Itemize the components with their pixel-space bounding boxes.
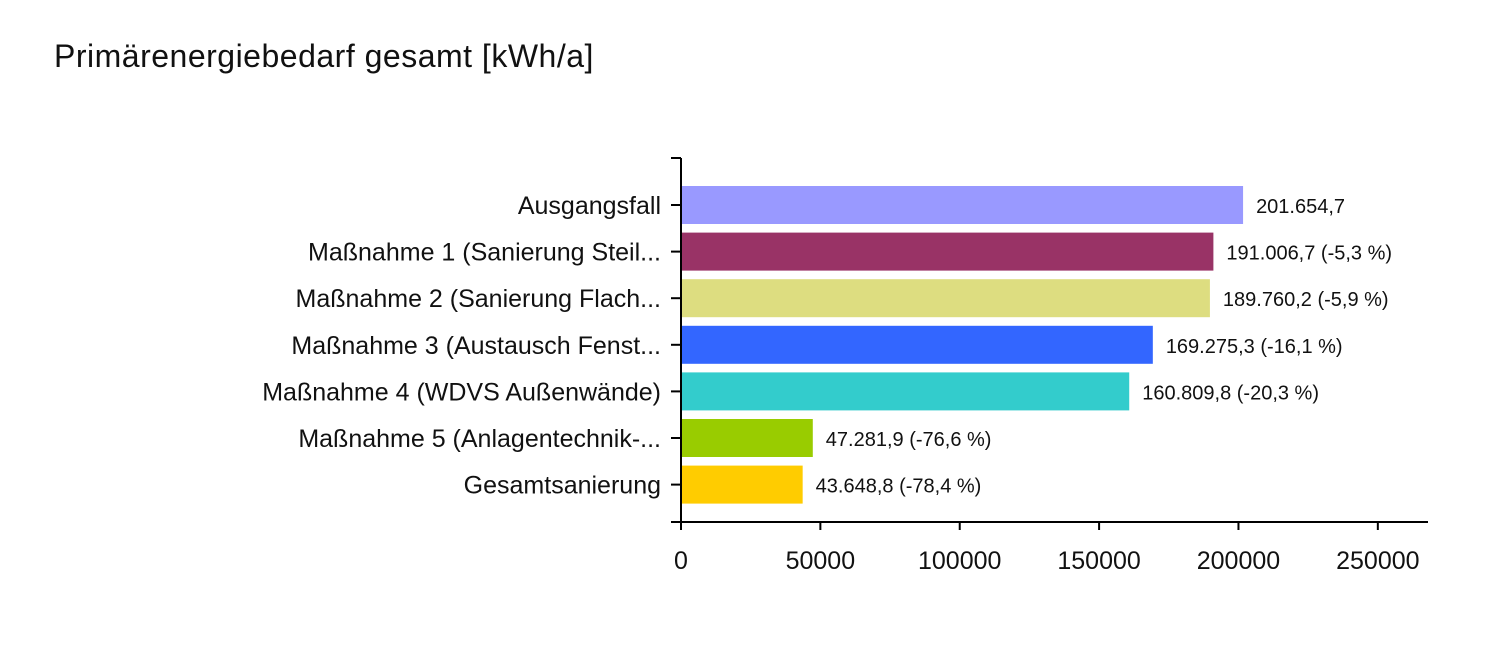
category-label: Maßnahme 4 (WDVS Außenwände) (262, 378, 661, 406)
bar (682, 372, 1130, 411)
data-label: 191.006,7 (-5,3 %) (1226, 243, 1392, 265)
x-tick-label: 0 (674, 547, 688, 575)
data-label: 160.809,8 (-20,3 %) (1142, 382, 1319, 404)
chart-title: Primärenergiebedarf gesamt [kWh/a] (54, 38, 594, 74)
bar (682, 186, 1244, 224)
category-label: Maßnahme 2 (Sanierung Flach... (296, 285, 661, 313)
x-tick-label: 50000 (786, 547, 856, 575)
data-label: 169.275,3 (-16,1 %) (1166, 336, 1343, 358)
category-label: Gesamtsanierung (464, 472, 661, 500)
category-label: Maßnahme 1 (Sanierung Steil... (308, 239, 661, 267)
x-tick-label: 250000 (1336, 547, 1419, 575)
category-label: Maßnahme 5 (Anlagentechnik-... (298, 425, 661, 453)
data-label: 47.281,9 (-76,6 %) (826, 429, 992, 451)
bar (682, 325, 1153, 364)
bar (682, 419, 813, 457)
category-label: Ausgangsfall (518, 192, 661, 220)
data-label: 43.648,8 (-78,4 %) (816, 476, 982, 498)
category-label: Maßnahme 3 (Austausch Fenst... (291, 332, 661, 360)
bar (682, 465, 803, 504)
x-tick-label: 100000 (918, 547, 1001, 575)
bar (682, 232, 1214, 271)
data-label: 189.760,2 (-5,9 %) (1223, 289, 1389, 311)
x-tick-label: 200000 (1197, 547, 1280, 575)
x-tick-label: 150000 (1057, 547, 1140, 575)
data-label: 201.654,7 (1256, 196, 1345, 218)
bar (682, 279, 1210, 318)
